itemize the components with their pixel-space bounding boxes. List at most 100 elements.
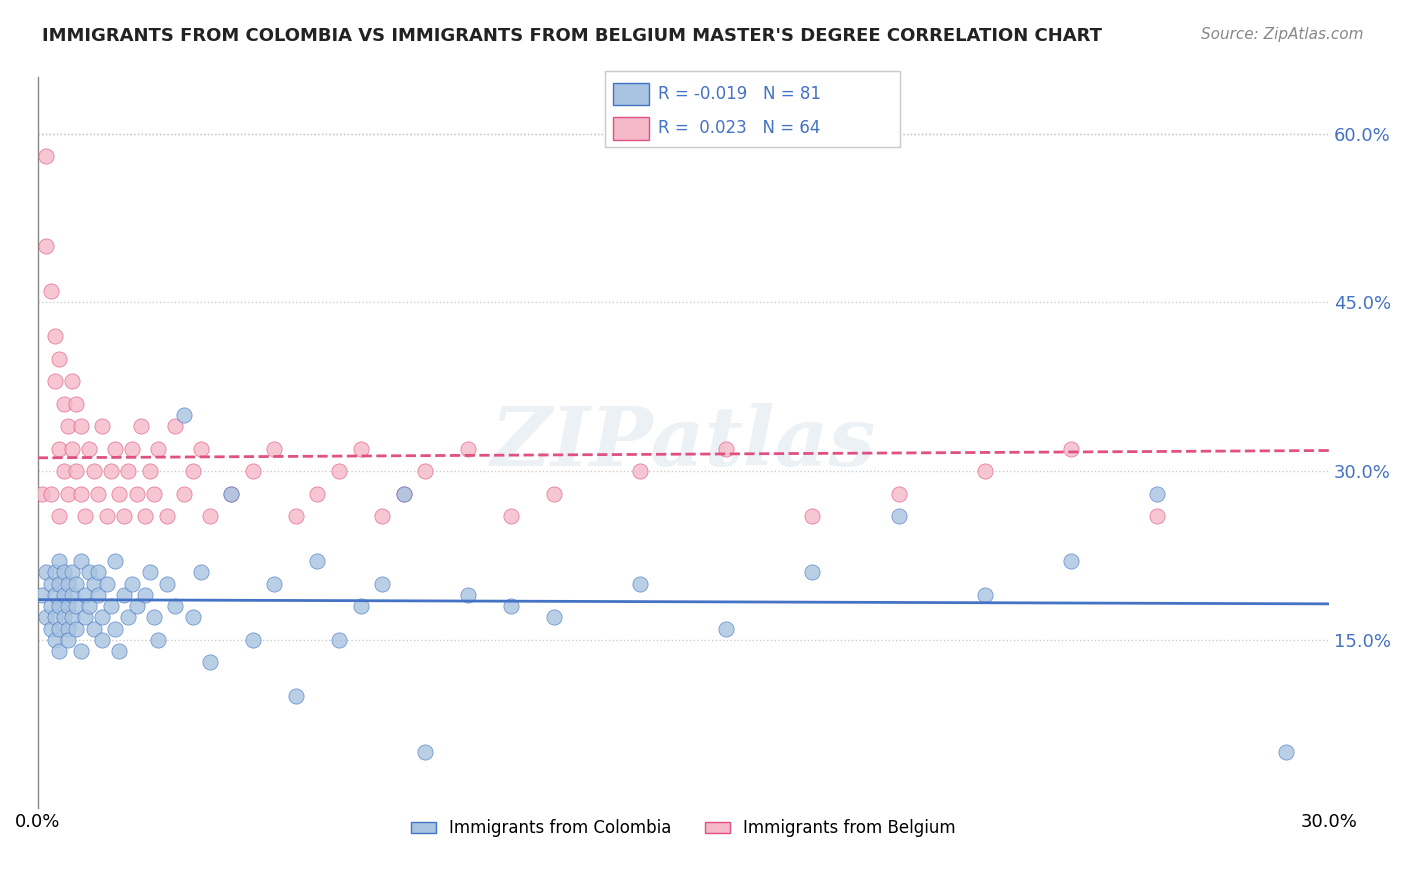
Point: [52, 610, 75, 624]
Point: [48, 622, 70, 636]
Point: [69, 419, 91, 434]
Point: [148, 632, 170, 647]
Point: [284, 689, 307, 703]
Point: [48, 644, 70, 658]
Point: [371, 576, 394, 591]
Point: [125, 599, 148, 613]
Point: [413, 745, 436, 759]
Point: [198, 655, 221, 669]
Point: [117, 464, 139, 478]
Point: [48, 509, 70, 524]
Point: [44, 610, 66, 624]
Point: [48, 576, 70, 591]
Point: [165, 599, 187, 613]
Point: [349, 599, 371, 613]
Point: [887, 509, 910, 524]
Point: [73, 588, 96, 602]
Text: Source: ZipAtlas.com: Source: ZipAtlas.com: [1201, 27, 1364, 42]
Point: [87, 588, 110, 602]
Point: [100, 464, 122, 478]
Point: [117, 610, 139, 624]
Point: [39, 599, 62, 613]
Point: [165, 419, 187, 434]
Point: [108, 486, 131, 500]
Point: [31, 588, 53, 602]
Point: [104, 554, 127, 568]
Point: [69, 644, 91, 658]
Point: [1060, 442, 1083, 456]
Point: [129, 419, 152, 434]
Text: ZIPatlas: ZIPatlas: [491, 403, 876, 483]
Point: [221, 486, 243, 500]
Point: [56, 419, 79, 434]
Point: [65, 599, 87, 613]
Point: [328, 632, 350, 647]
Text: R = -0.019   N = 81: R = -0.019 N = 81: [658, 85, 821, 103]
Point: [60, 588, 83, 602]
Point: [79, 442, 101, 456]
Point: [973, 464, 995, 478]
Point: [173, 408, 195, 422]
Point: [44, 588, 66, 602]
Point: [56, 599, 79, 613]
Point: [60, 566, 83, 580]
Point: [190, 566, 212, 580]
Point: [973, 588, 995, 602]
Point: [173, 486, 195, 500]
Point: [104, 442, 127, 456]
Point: [112, 588, 135, 602]
Point: [48, 442, 70, 456]
Point: [65, 464, 87, 478]
Point: [413, 464, 436, 478]
Point: [457, 588, 479, 602]
Point: [52, 588, 75, 602]
Point: [121, 576, 143, 591]
Point: [1146, 509, 1168, 524]
Point: [79, 599, 101, 613]
Point: [35, 566, 58, 580]
Point: [156, 509, 179, 524]
Point: [242, 464, 264, 478]
FancyBboxPatch shape: [613, 117, 650, 139]
Point: [65, 622, 87, 636]
Point: [628, 576, 651, 591]
Point: [328, 464, 350, 478]
Point: [801, 566, 824, 580]
Point: [263, 576, 285, 591]
Point: [44, 632, 66, 647]
Point: [35, 239, 58, 253]
Point: [52, 396, 75, 410]
Point: [73, 509, 96, 524]
Point: [39, 622, 62, 636]
Point: [138, 464, 160, 478]
Point: [48, 599, 70, 613]
Point: [60, 374, 83, 388]
Point: [112, 509, 135, 524]
Point: [138, 566, 160, 580]
Point: [307, 554, 329, 568]
Point: [79, 566, 101, 580]
Point: [96, 576, 118, 591]
Point: [716, 622, 738, 636]
Point: [543, 610, 565, 624]
Point: [307, 486, 329, 500]
Point: [142, 610, 165, 624]
Point: [263, 442, 285, 456]
Point: [44, 566, 66, 580]
Point: [48, 351, 70, 366]
Point: [91, 632, 114, 647]
Point: [501, 599, 523, 613]
Point: [142, 486, 165, 500]
Point: [56, 576, 79, 591]
Point: [121, 442, 143, 456]
Point: [35, 149, 58, 163]
Point: [801, 509, 824, 524]
Point: [60, 610, 83, 624]
Point: [181, 464, 204, 478]
Point: [190, 442, 212, 456]
Point: [91, 419, 114, 434]
Point: [716, 442, 738, 456]
Point: [69, 554, 91, 568]
Point: [87, 486, 110, 500]
Point: [44, 374, 66, 388]
